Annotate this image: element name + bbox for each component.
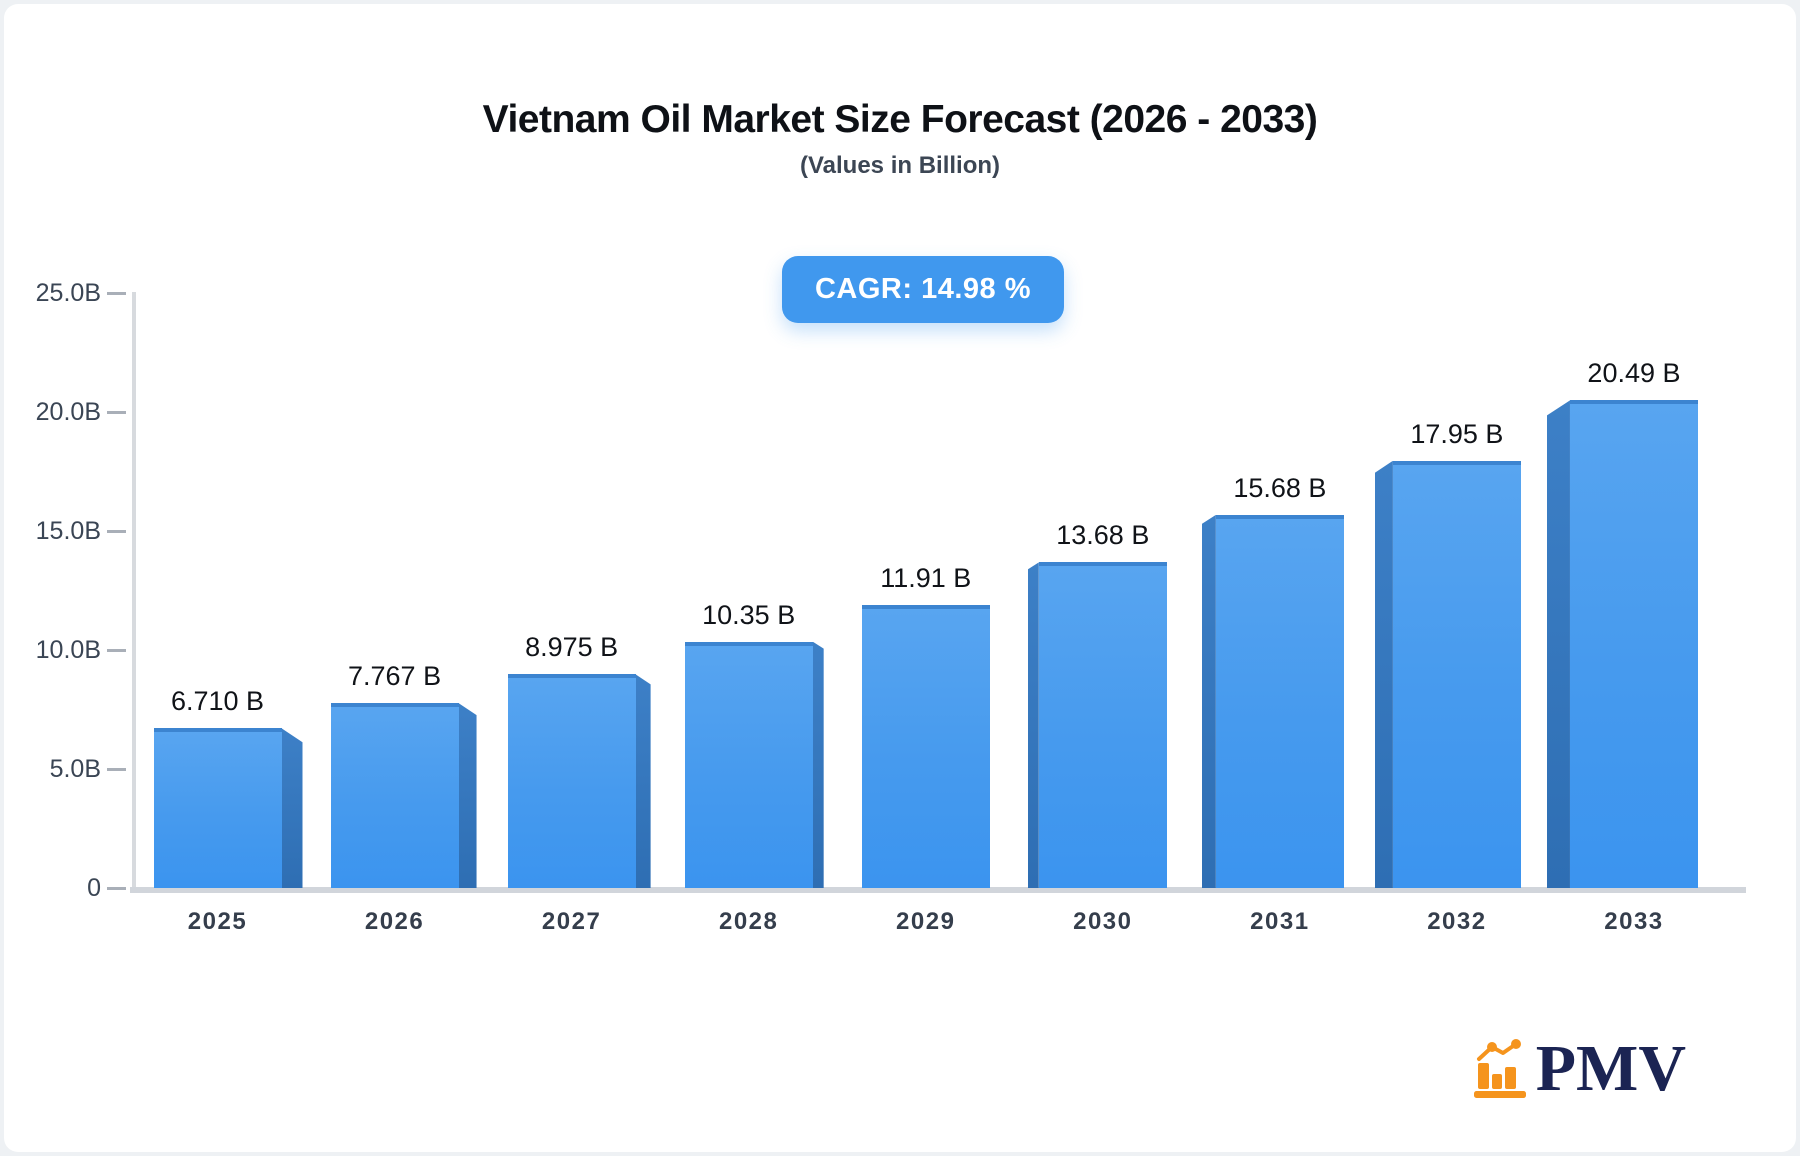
bar-value-label: 11.91 B bbox=[880, 562, 972, 593]
bar-2026 bbox=[330, 703, 459, 888]
x-axis-label-2032: 2032 bbox=[1427, 908, 1487, 935]
x-axis-label-2028: 2028 bbox=[718, 908, 779, 935]
bar-side-2026 bbox=[458, 703, 477, 888]
y-axis-label: 0 bbox=[87, 874, 101, 902]
bar-2029 bbox=[861, 604, 990, 888]
y-axis-tick bbox=[107, 411, 126, 414]
bar-value-label: 10.35 B bbox=[702, 599, 796, 630]
cagr-badge: CAGR: 14.98 % bbox=[781, 256, 1065, 323]
y-axis-label: 10.0B bbox=[35, 636, 101, 664]
bar-chart-logo-icon bbox=[1473, 1039, 1526, 1098]
bar-2030 bbox=[1038, 562, 1167, 888]
x-axis-label-2033: 2033 bbox=[1604, 908, 1664, 935]
bar-value-label: 17.95 B bbox=[1410, 418, 1504, 449]
bar-side-2030 bbox=[1027, 562, 1039, 888]
bar-2033 bbox=[1569, 400, 1698, 888]
y-axis-label: 25.0B bbox=[35, 279, 101, 307]
bar-value-label: 6.710 B bbox=[170, 686, 265, 717]
bar-value-label: 13.68 B bbox=[1056, 520, 1150, 551]
y-axis-label: 5.0B bbox=[49, 755, 101, 783]
bar-value-label: 8.975 B bbox=[525, 632, 619, 663]
chart-title: Vietnam Oil Market Size Forecast (2026 -… bbox=[482, 98, 1318, 141]
bar-side-2027 bbox=[635, 674, 651, 888]
bar-value-label: 15.68 B bbox=[1233, 472, 1327, 503]
bar-side-2033 bbox=[1546, 400, 1570, 888]
bar-2028 bbox=[684, 641, 813, 888]
y-axis-label: 20.0B bbox=[35, 398, 101, 426]
y-axis-label: 15.0B bbox=[35, 517, 101, 545]
x-axis-label-2030: 2030 bbox=[1073, 908, 1133, 935]
y-axis-tick bbox=[107, 292, 126, 295]
y-axis-tick bbox=[107, 887, 126, 890]
pmv-logo: PMV bbox=[1472, 1036, 1686, 1102]
bar-value-label: 20.49 B bbox=[1587, 358, 1681, 389]
logo-text: PMV bbox=[1535, 1032, 1686, 1105]
bar-side-2032 bbox=[1374, 460, 1393, 888]
bar-side-2031 bbox=[1201, 514, 1216, 888]
bar-side-2028 bbox=[812, 641, 824, 888]
bar-2027 bbox=[507, 674, 636, 888]
bar-2025 bbox=[153, 728, 282, 888]
x-axis-label-2027: 2027 bbox=[541, 908, 602, 935]
chart-subtitle: (Values in Billion) bbox=[799, 152, 1001, 179]
y-axis-line bbox=[132, 292, 136, 892]
bar-chart: 25.0B 20.0B 15.0B 10.0B 5.0B 0 6.710 B 2025 7.76… bbox=[4, 4, 1796, 1152]
bar-side-2025 bbox=[281, 728, 303, 888]
y-axis-tick bbox=[107, 768, 126, 771]
x-axis-label-2025: 2025 bbox=[187, 908, 248, 935]
bar-value-label: 7.767 B bbox=[348, 661, 442, 692]
y-axis-tick bbox=[107, 530, 126, 533]
chart-card: Vietnam Oil Market Size Forecast (2026 -… bbox=[4, 4, 1796, 1152]
x-axis-label-2031: 2031 bbox=[1250, 908, 1310, 935]
y-axis-tick bbox=[107, 649, 126, 652]
x-axis-label-2029: 2029 bbox=[896, 908, 956, 935]
x-axis-label-2026: 2026 bbox=[364, 908, 425, 935]
x-axis-line bbox=[130, 887, 1746, 893]
bar-2032 bbox=[1392, 460, 1521, 888]
bar-2031 bbox=[1215, 514, 1344, 888]
